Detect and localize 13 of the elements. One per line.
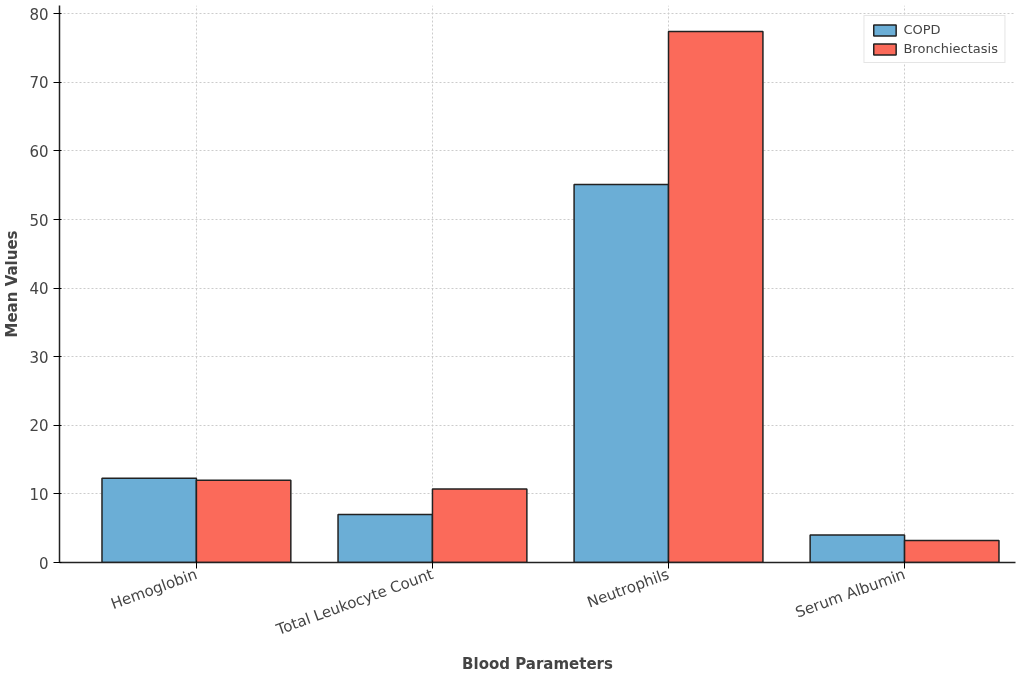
legend-label: Bronchiectasis: [903, 41, 998, 56]
y-tick-label: 10: [29, 485, 49, 504]
y-tick-label: 30: [29, 348, 49, 367]
x-axis-title: Blood Parameters: [462, 655, 613, 674]
y-tick-label: 50: [29, 211, 49, 230]
y-tick-label: 60: [29, 142, 49, 161]
y-tick-label: 0: [38, 554, 49, 573]
y-tick-label: 20: [29, 417, 49, 436]
y-axis-title: Mean Values: [3, 230, 22, 338]
y-tick-label: 40: [29, 280, 49, 299]
y-tick-label: 80: [29, 5, 49, 24]
legend-label: COPD: [903, 22, 941, 37]
y-tick-label: 70: [29, 74, 49, 93]
